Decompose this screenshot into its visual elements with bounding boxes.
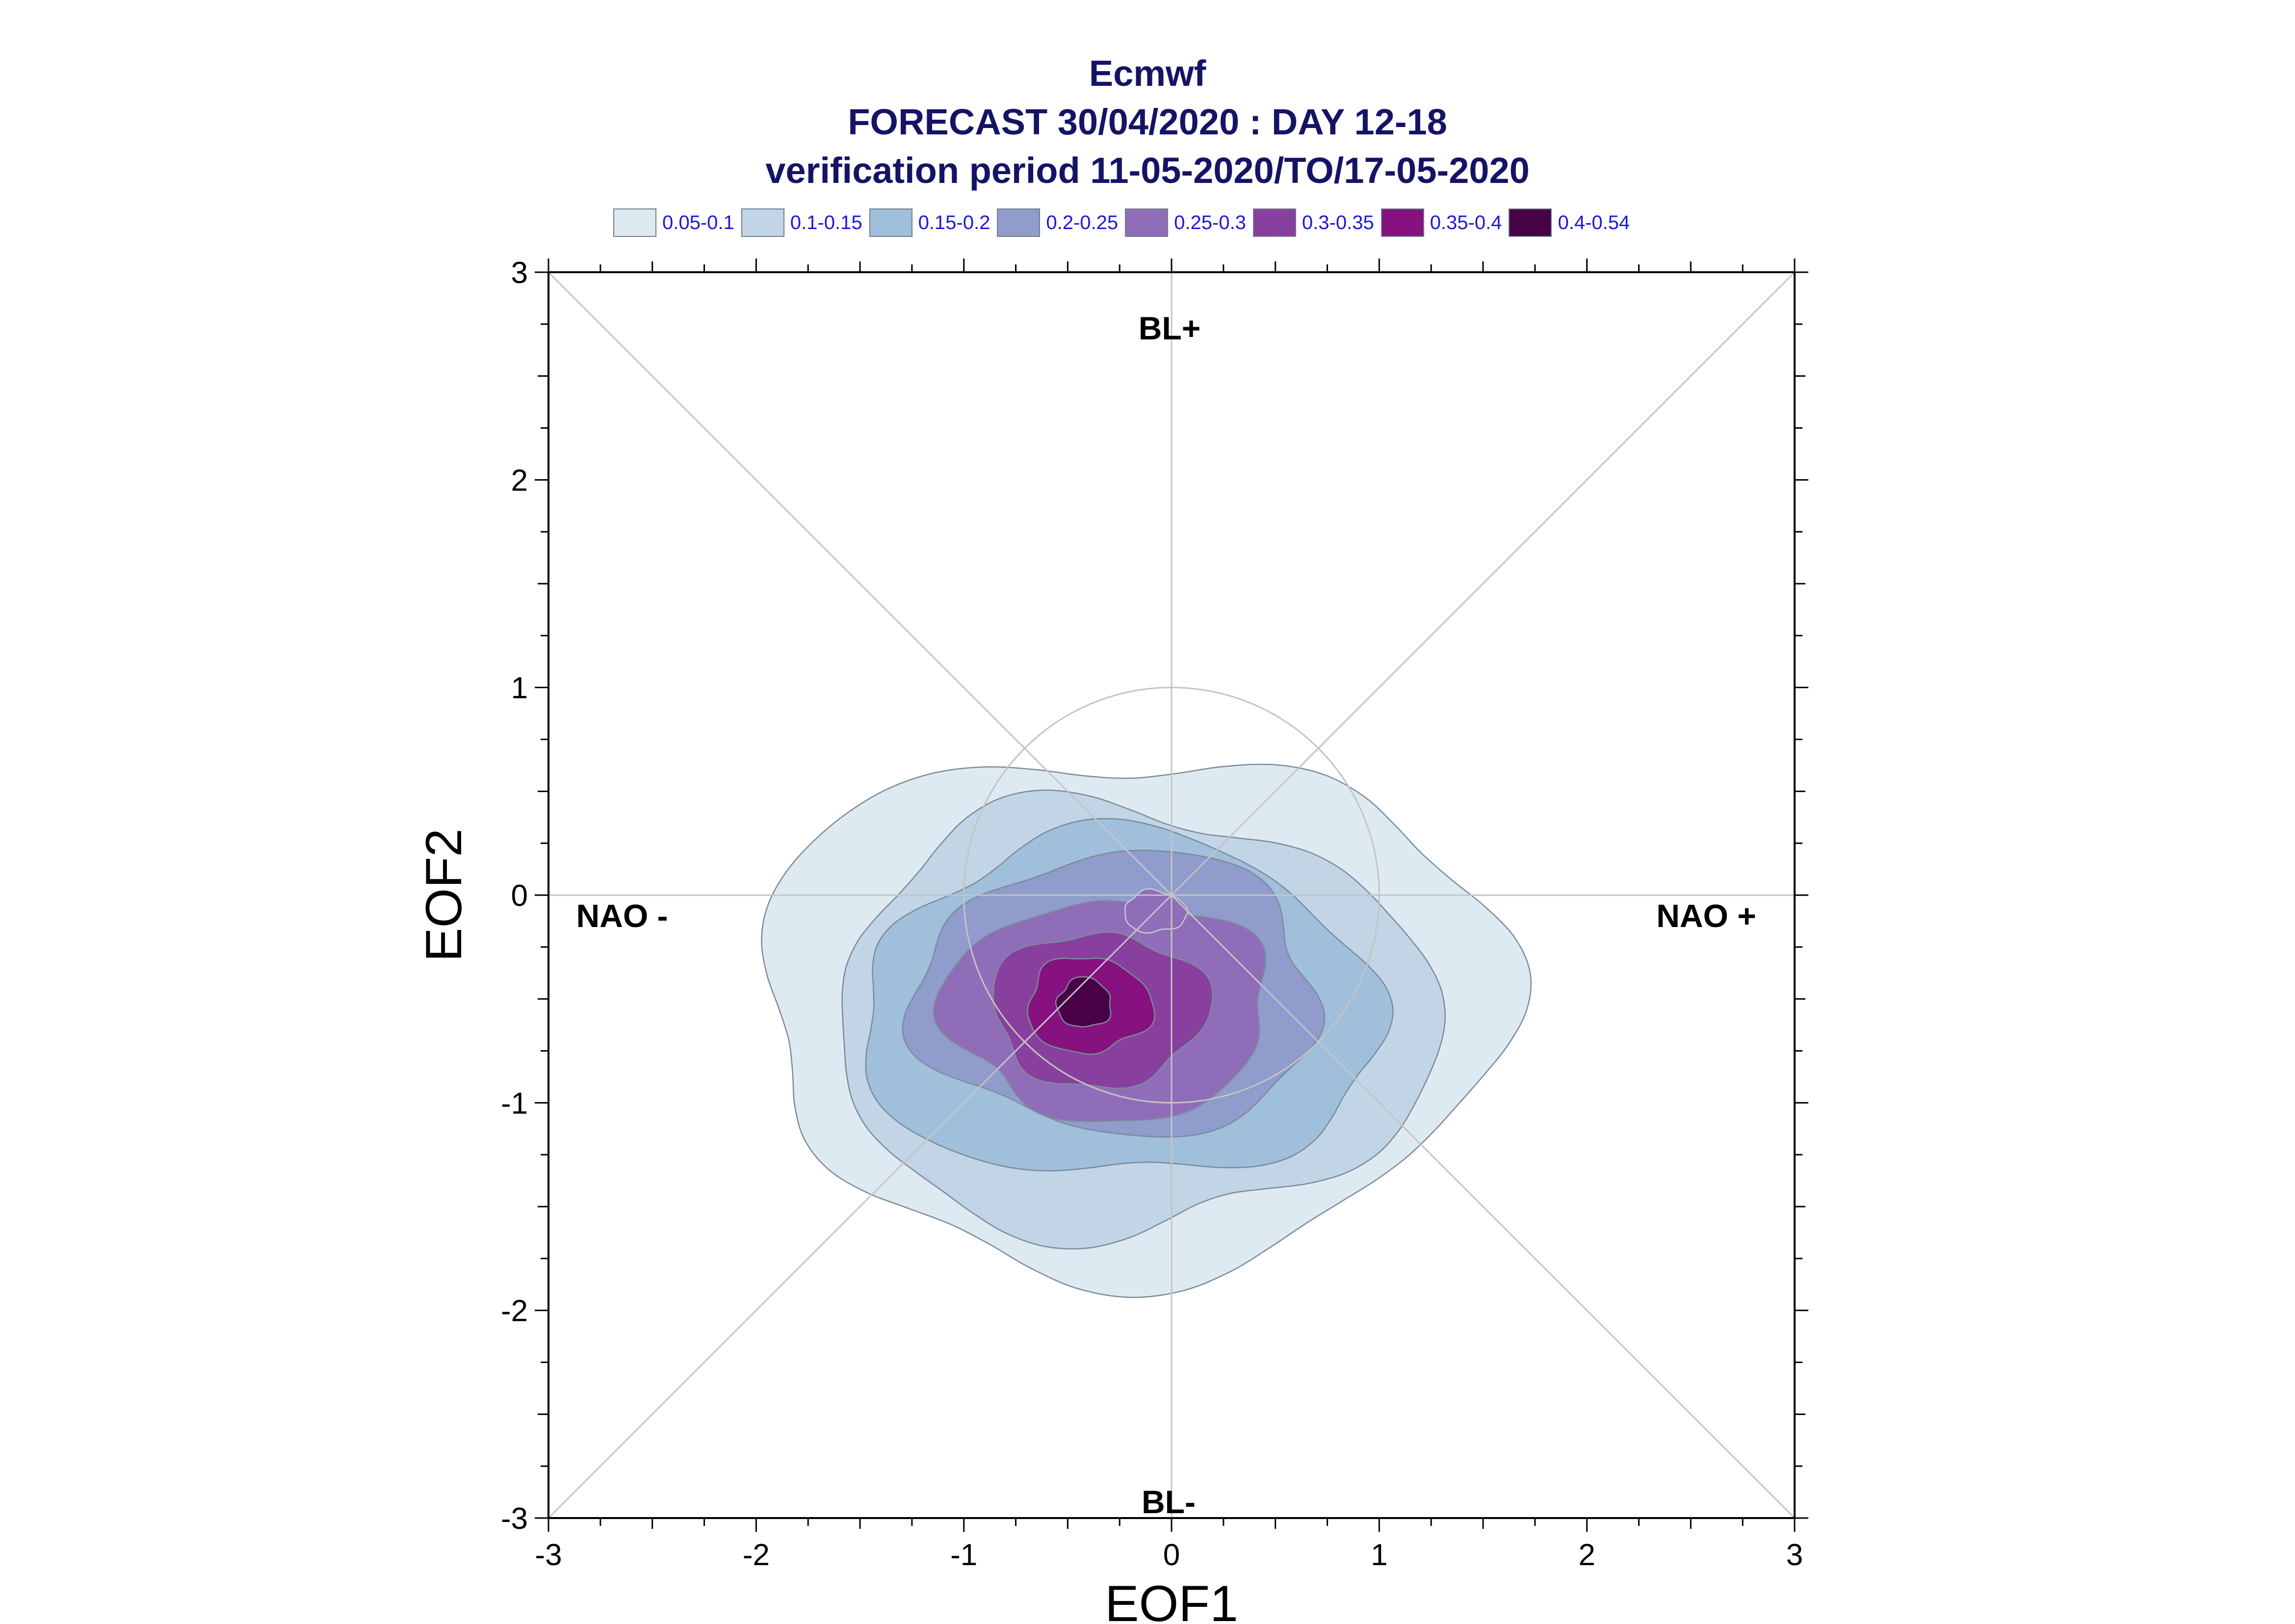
contour-level-8 — [1055, 976, 1112, 1028]
legend-swatch — [1252, 208, 1296, 237]
y-tick-label: 2 — [511, 464, 528, 497]
x-tick-label: 1 — [1371, 1538, 1387, 1572]
legend-label: 0.3-0.35 — [1302, 211, 1374, 233]
legend-item: 0.3-0.35 — [1252, 208, 1374, 237]
title-line-2: FORECAST 30/04/2020 : DAY 12-18 — [848, 102, 1447, 142]
y-tick-label: 3 — [511, 256, 528, 290]
legend-item: 0.1-0.15 — [741, 208, 862, 237]
legend: 0.05-0.1 0.1-0.15 0.15-0.2 0.2-0.25 0.25-0.3… — [613, 207, 1637, 238]
legend-swatch — [869, 208, 913, 237]
legend-item: 0.05-0.1 — [613, 208, 734, 237]
legend-item: 0.2-0.25 — [997, 208, 1118, 237]
axis-ticks: -3 -2 -1 0 1 2 3 -3 -2 -1 0 1 2 3 — [501, 256, 1808, 1572]
y-tick-label: -3 — [501, 1502, 528, 1536]
x-axis-label: EOF1 — [1105, 1575, 1238, 1624]
legend-item: 0.35-0.4 — [1381, 208, 1502, 237]
legend-label: 0.05-0.1 — [662, 211, 734, 233]
legend-item: 0.15-0.2 — [869, 208, 991, 237]
legend-swatch — [613, 208, 656, 237]
y-tick-label: 0 — [511, 879, 528, 913]
regime-label-bl-minus: BL- — [1142, 1484, 1196, 1520]
regime-label-nao-minus: NAO - — [576, 898, 668, 934]
legend-label: 0.1-0.15 — [790, 211, 862, 233]
regime-label-bl-plus: BL+ — [1139, 310, 1201, 346]
legend-item: 0.4-0.54 — [1509, 208, 1630, 237]
y-tick-label: 1 — [511, 671, 528, 705]
title-line-3: verification period 11-05-2020/TO/17-05-… — [765, 150, 1530, 191]
x-tick-label: 2 — [1578, 1538, 1595, 1572]
regime-label-nao-plus: NAO + — [1656, 898, 1756, 934]
legend-swatch — [1381, 208, 1424, 237]
y-tick-label: -1 — [501, 1086, 528, 1120]
density-contours — [761, 763, 1532, 1298]
x-tick-label: -1 — [950, 1538, 977, 1572]
title-line-1: Ecmwf — [1089, 53, 1206, 94]
x-tick-label: 0 — [1163, 1538, 1180, 1572]
x-tick-label: -2 — [743, 1538, 770, 1572]
chart-title: Ecmwf FORECAST 30/04/2020 : DAY 12-18 ve… — [0, 49, 2295, 195]
legend-item: 0.25-0.3 — [1125, 208, 1246, 237]
y-tick-label: -2 — [501, 1294, 528, 1328]
x-tick-label: -3 — [535, 1538, 562, 1572]
legend-swatch — [741, 208, 784, 237]
reference-lines — [548, 271, 1796, 1519]
legend-swatch — [1509, 208, 1552, 237]
x-tick-label: 3 — [1786, 1538, 1803, 1572]
legend-label: 0.2-0.25 — [1046, 211, 1119, 233]
legend-label: 0.35-0.4 — [1430, 211, 1502, 233]
y-axis-label: EOF2 — [416, 828, 472, 962]
legend-swatch — [997, 208, 1041, 237]
legend-label: 0.15-0.2 — [918, 211, 991, 233]
legend-label: 0.4-0.54 — [1558, 211, 1630, 233]
legend-swatch — [1125, 208, 1169, 237]
unit-reference-circle — [963, 687, 1380, 1104]
legend-label: 0.25-0.3 — [1174, 211, 1246, 233]
